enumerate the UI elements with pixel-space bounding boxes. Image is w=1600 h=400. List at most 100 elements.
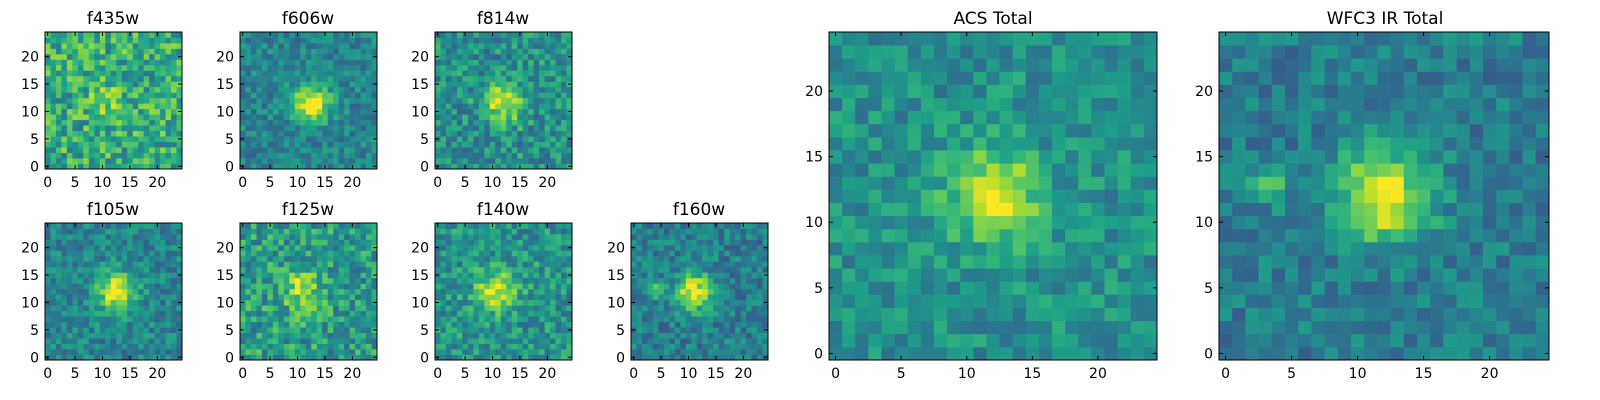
heatmap-cell — [1143, 320, 1158, 335]
heatmap-cell — [561, 32, 567, 38]
heatmap-cell — [250, 86, 257, 93]
heatmap-cell — [316, 37, 323, 44]
heatmap-cell — [355, 81, 361, 88]
heatmap-cell — [729, 244, 736, 251]
heatmap-cell — [300, 272, 307, 279]
heatmap-cell — [371, 321, 378, 328]
heatmap-cell — [94, 32, 101, 38]
heatmap-cell — [165, 75, 172, 82]
heatmap-cell — [641, 244, 648, 251]
heatmap-cell — [1143, 281, 1158, 295]
heatmap-cell — [669, 277, 676, 284]
heatmap-cell — [533, 239, 540, 246]
heatmap-cell — [94, 327, 101, 333]
heatmap-cell — [171, 250, 177, 257]
heatmap-cell — [50, 288, 57, 295]
heatmap-cell — [344, 125, 350, 132]
heatmap-cell — [478, 119, 485, 126]
heatmap-cell — [72, 250, 79, 257]
heatmap-cell — [539, 255, 545, 262]
heatmap-cell — [462, 233, 469, 240]
heatmap-cell — [278, 130, 285, 137]
heatmap-cell — [647, 261, 654, 268]
heatmap-cell — [550, 294, 556, 301]
heatmap-cell — [360, 321, 367, 328]
x-tick-label: 5 — [266, 175, 275, 191]
heatmap-cell — [528, 327, 535, 333]
heatmap-cell — [176, 125, 183, 132]
heatmap-cell — [999, 255, 1014, 269]
heatmap-cell — [116, 108, 123, 115]
heatmap-cell — [50, 266, 57, 273]
heatmap-cell — [283, 223, 290, 229]
heatmap-cell — [533, 272, 540, 279]
heatmap-cell — [500, 349, 507, 355]
heatmap-cell — [360, 158, 367, 164]
heatmap-cell — [1052, 333, 1066, 348]
heatmap-cell — [1104, 320, 1119, 335]
heatmap-cell — [539, 354, 545, 361]
heatmap-cell — [1091, 189, 1105, 203]
heatmap-cell — [445, 261, 452, 268]
heatmap-cell — [829, 307, 843, 322]
heatmap-cell — [495, 283, 502, 290]
heatmap-cell — [316, 158, 323, 164]
heatmap-cell — [947, 241, 961, 256]
heatmap-cell — [256, 233, 263, 240]
panel-title-acs-total: ACS Total — [953, 9, 1032, 29]
heatmap-cell — [528, 332, 535, 339]
heatmap-cell — [45, 266, 51, 273]
heatmap-cell — [55, 349, 62, 355]
heatmap-cell — [511, 59, 518, 66]
heatmap-cell — [495, 103, 502, 110]
heatmap-cell — [1091, 176, 1105, 190]
heatmap-cell — [1143, 333, 1158, 348]
heatmap-cell — [99, 239, 106, 246]
heatmap-cell — [445, 86, 452, 93]
heatmap-cell — [652, 223, 659, 229]
heatmap-cell — [176, 64, 183, 71]
heatmap-cell — [986, 320, 1000, 335]
heatmap-cell — [176, 158, 183, 164]
heatmap-cell — [55, 92, 62, 99]
heatmap-cell — [456, 75, 463, 82]
heatmap-cell — [66, 321, 73, 328]
heatmap-cell — [66, 97, 73, 104]
heatmap-cell — [240, 288, 246, 295]
heatmap-cell — [99, 158, 106, 164]
heatmap-cell — [544, 316, 551, 323]
heatmap-cell — [127, 108, 134, 115]
heatmap-cell — [669, 266, 676, 273]
heatmap-cell — [171, 70, 177, 77]
heatmap-cell — [160, 228, 166, 235]
heatmap-cell — [522, 70, 529, 77]
heatmap-cell — [855, 241, 869, 256]
heatmap-cell — [829, 150, 843, 164]
heatmap-cell — [973, 163, 987, 177]
heatmap-cell — [154, 75, 161, 82]
heatmap-cell — [250, 53, 257, 60]
heatmap-cell — [94, 158, 101, 164]
heatmap-cell — [171, 288, 177, 295]
heatmap-cell — [143, 250, 150, 257]
heatmap-cell — [300, 53, 307, 60]
heatmap-cell — [539, 147, 545, 153]
heatmap-cell — [495, 81, 502, 88]
heatmap-cell — [842, 333, 856, 348]
heatmap-cell — [245, 114, 252, 121]
heatmap-cell — [1091, 228, 1105, 243]
heatmap-cell — [283, 141, 290, 148]
heatmap-cell — [489, 305, 496, 312]
heatmap-cell — [333, 59, 340, 66]
y-tick-label: 0 — [420, 350, 429, 366]
heatmap-cell — [294, 81, 301, 88]
heatmap-cell — [360, 294, 367, 301]
heatmap-cell — [245, 86, 252, 93]
heatmap-cell — [451, 32, 458, 38]
heatmap-cell — [311, 343, 318, 350]
heatmap-cell — [445, 277, 452, 284]
heatmap-cell — [72, 288, 79, 295]
heatmap-cell — [322, 152, 329, 159]
heatmap-cell — [311, 349, 318, 355]
